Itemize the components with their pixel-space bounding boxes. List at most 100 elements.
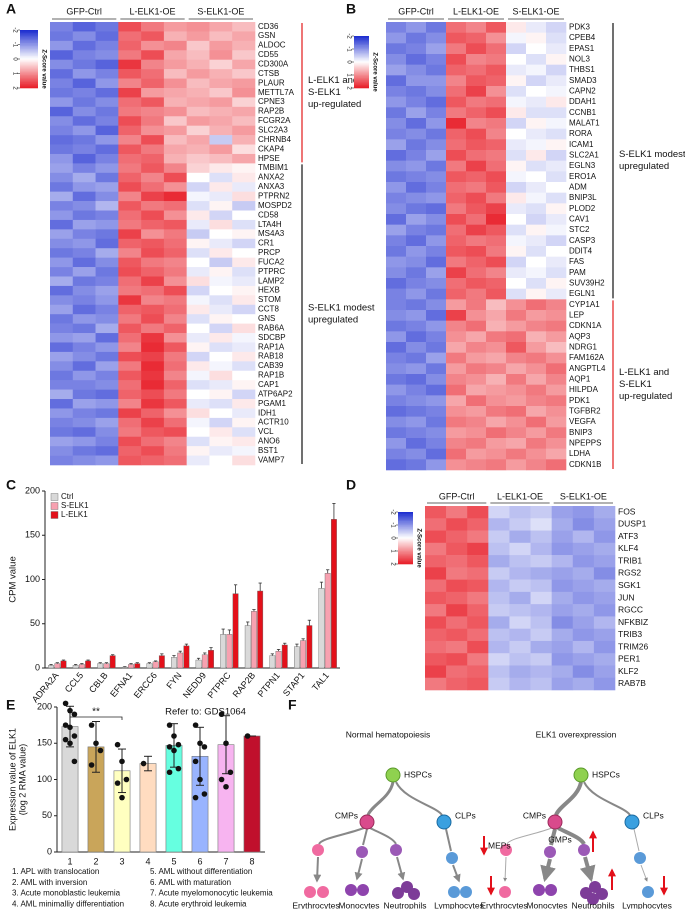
row-label: CHRNB4: [258, 135, 291, 144]
heat-cell: [486, 54, 507, 65]
heat-cell: [118, 455, 142, 466]
heat-cell: [446, 182, 467, 193]
heat-cell: [446, 448, 467, 460]
y-tick-label: 50: [30, 618, 40, 628]
colorbar-step: [398, 517, 413, 519]
heat-cell: [466, 224, 487, 236]
panel-label: D: [346, 477, 356, 493]
column-group-label: L-ELK1-OE: [129, 6, 175, 16]
heat-cell: [50, 201, 74, 211]
heat-cell: [425, 591, 447, 605]
heat-cell: [488, 628, 510, 642]
heat-cell: [466, 150, 487, 161]
heat-cell: [526, 22, 547, 33]
heat-cell: [118, 69, 142, 79]
heat-cell: [72, 69, 96, 79]
heat-cell: [386, 214, 407, 225]
heat-cell: [446, 171, 467, 183]
colorbar-step: [20, 56, 38, 58]
heat-cell: [506, 256, 527, 268]
heat-cell: [209, 135, 233, 145]
heat-cell: [546, 128, 567, 140]
heat-cell: [509, 653, 531, 666]
heat-cell: [186, 163, 210, 174]
heat-cell: [486, 310, 507, 321]
row-label: CKAP4: [258, 144, 285, 153]
heat-cell: [118, 125, 142, 136]
heat-cell: [546, 182, 567, 193]
heat-cell: [486, 406, 507, 417]
heat-cell: [426, 203, 447, 215]
heat-cell: [72, 106, 96, 117]
heat-cell: [209, 408, 233, 419]
heat-cell: [186, 125, 210, 136]
colorbar-step: [20, 79, 38, 82]
heat-cell: [488, 591, 510, 605]
heat-cell: [95, 97, 119, 108]
heat-cell: [526, 203, 547, 215]
heat-cell: [50, 417, 74, 428]
colorbar-tick-label: -1: [389, 522, 395, 528]
heat-cell: [72, 267, 96, 277]
colorbar-step: [398, 518, 413, 521]
row-label: RAB18: [258, 352, 284, 361]
heat-cell: [95, 417, 119, 428]
y-axis-label: Expression value of ELK1: [7, 728, 17, 831]
heat-cell: [406, 43, 427, 55]
colorbar-step: [20, 34, 38, 37]
x-tick-label: 2: [93, 856, 98, 866]
heat-cell: [551, 628, 574, 642]
node: [624, 814, 640, 830]
colorbar-step: [354, 71, 369, 73]
heat-cell: [509, 555, 531, 568]
heat-cell: [509, 579, 531, 593]
heat-cell: [593, 542, 616, 556]
heat-cell: [406, 310, 427, 321]
heat-cell: [209, 351, 233, 362]
heat-cell: [506, 86, 527, 97]
heat-cell: [546, 427, 567, 439]
data-point: [88, 762, 95, 768]
heat-cell: [546, 331, 567, 343]
heat-cell: [186, 333, 210, 343]
heat-cell: [232, 78, 256, 89]
heat-cell: [506, 128, 527, 140]
heat-cell: [50, 50, 74, 61]
heat-cell: [446, 107, 467, 119]
heat-cell: [163, 304, 187, 315]
heat-cell: [141, 78, 165, 89]
diagram-title: Normal hematopoiesis: [346, 729, 431, 739]
row-label: SUV39H2: [569, 278, 605, 287]
error-bar: [283, 642, 287, 645]
row-label: LAMP2: [258, 276, 285, 285]
error-bar: [55, 662, 59, 664]
data-point: [67, 724, 73, 731]
heat-cell: [446, 665, 468, 679]
heat-cell: [593, 604, 616, 617]
heat-cell: [467, 665, 489, 679]
heat-cell: [486, 22, 507, 33]
heat-cell: [466, 75, 487, 87]
heat-cell: [446, 395, 467, 407]
heat-cell: [406, 54, 427, 65]
row-label: PLOD2: [569, 204, 596, 213]
heat-cell: [209, 323, 233, 334]
heat-cell: [95, 267, 119, 277]
heat-cell: [163, 78, 187, 89]
heat-cell: [72, 144, 96, 155]
cell: [460, 886, 472, 898]
heat-cell: [50, 219, 74, 230]
bar: [85, 660, 91, 669]
heat-cell: [72, 238, 96, 249]
heat-cell: [486, 214, 507, 225]
heat-cell: [509, 640, 531, 654]
heat-cell: [232, 87, 256, 98]
heat-cell: [509, 542, 531, 556]
row-label: CYP1A1: [569, 300, 600, 309]
heat-cell: [406, 235, 427, 247]
heat-cell: [50, 399, 74, 409]
bar: [158, 655, 165, 669]
heat-cell: [426, 416, 447, 428]
heat-cell: [95, 50, 119, 61]
heat-cell: [386, 416, 407, 428]
